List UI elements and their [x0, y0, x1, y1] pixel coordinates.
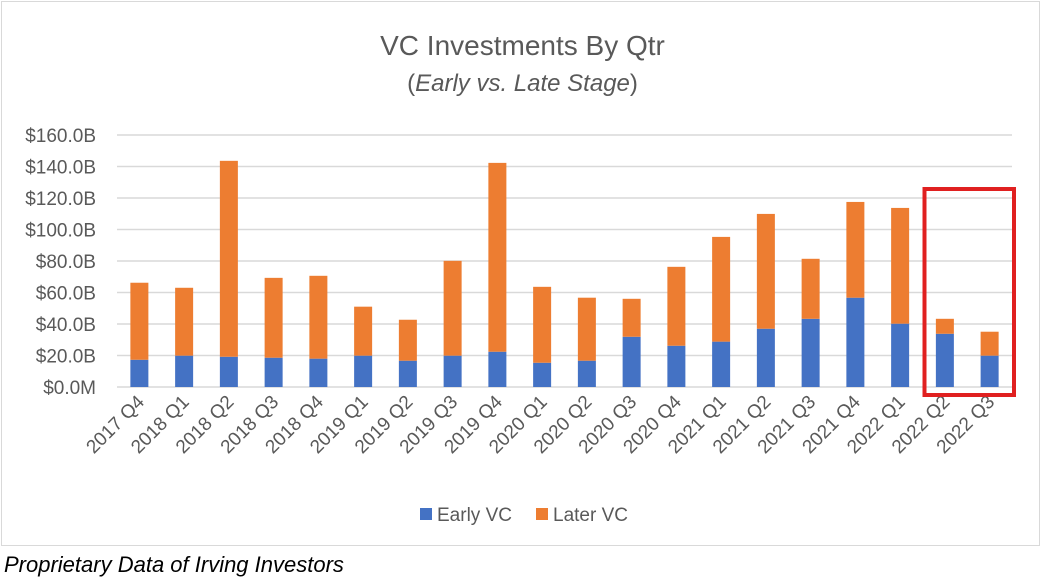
footer-note: Proprietary Data of Irving Investors — [4, 552, 344, 577]
bar-early-vc — [712, 341, 731, 387]
bar-early-vc — [488, 351, 507, 387]
chart-title: VC Investments By Qtr — [380, 30, 665, 61]
bar-later-vc — [488, 162, 507, 352]
bar-later-vc — [756, 213, 775, 329]
bar-early-vc — [577, 360, 596, 387]
bar-early-vc — [846, 297, 865, 387]
bar-early-vc — [130, 359, 149, 387]
subtitle-open: ( — [407, 70, 416, 97]
bar-later-vc — [712, 236, 731, 342]
bar-early-vc — [891, 323, 910, 387]
bar-later-vc — [175, 287, 194, 356]
y-tick-label: $40.0B — [36, 315, 96, 336]
bar-later-vc — [577, 297, 596, 361]
bar-early-vc — [264, 357, 283, 387]
bar-later-vc — [980, 331, 999, 356]
bar-later-vc — [264, 277, 283, 358]
bar-early-vc — [175, 355, 194, 387]
subtitle-close: ) — [629, 70, 638, 97]
highlight-box — [922, 187, 1016, 397]
bar-later-vc — [935, 318, 954, 334]
bar-early-vc — [935, 333, 954, 387]
bar-later-vc — [667, 266, 686, 346]
chart-subtitle: (Early vs. Late Stage) — [0, 70, 1045, 98]
bar-early-vc — [622, 336, 641, 387]
legend-label: Early VC — [437, 505, 512, 526]
bar-later-vc — [846, 201, 865, 298]
bar-early-vc — [980, 355, 999, 387]
y-tick-label: $120.0B — [25, 189, 96, 210]
chart-frame — [1, 1, 1040, 546]
bar-early-vc — [354, 355, 373, 387]
y-tick-label: $160.0B — [25, 126, 96, 147]
bar-later-vc — [533, 286, 552, 363]
y-tick-label: $20.0B — [36, 347, 96, 368]
y-tick-label: $80.0B — [36, 252, 96, 273]
bar-later-vc — [891, 207, 910, 324]
y-tick-label: $0.0M — [43, 378, 96, 399]
bar-later-vc — [309, 275, 328, 359]
subtitle-italic: Early vs. Late Stage — [415, 70, 630, 97]
legend-swatch-later-vc — [536, 508, 548, 520]
bar-later-vc — [130, 282, 149, 360]
bar-later-vc — [219, 160, 238, 357]
y-tick-label: $140.0B — [25, 158, 96, 179]
bar-later-vc — [622, 298, 641, 337]
bar-early-vc — [533, 362, 552, 387]
legend-label: Later VC — [553, 505, 628, 526]
bar-early-vc — [443, 355, 462, 387]
y-tick-label: $100.0B — [25, 221, 96, 242]
bar-early-vc — [219, 356, 238, 387]
bar-later-vc — [801, 258, 820, 319]
bar-later-vc — [443, 260, 462, 356]
bar-early-vc — [398, 360, 417, 387]
bar-later-vc — [354, 306, 373, 356]
bar-early-vc — [756, 328, 775, 387]
legend-swatch-early-vc — [420, 508, 432, 520]
bar-early-vc — [801, 318, 820, 387]
bar-early-vc — [309, 358, 328, 387]
bar-later-vc — [398, 319, 417, 361]
y-tick-label: $60.0B — [36, 284, 96, 305]
bar-early-vc — [667, 345, 686, 387]
